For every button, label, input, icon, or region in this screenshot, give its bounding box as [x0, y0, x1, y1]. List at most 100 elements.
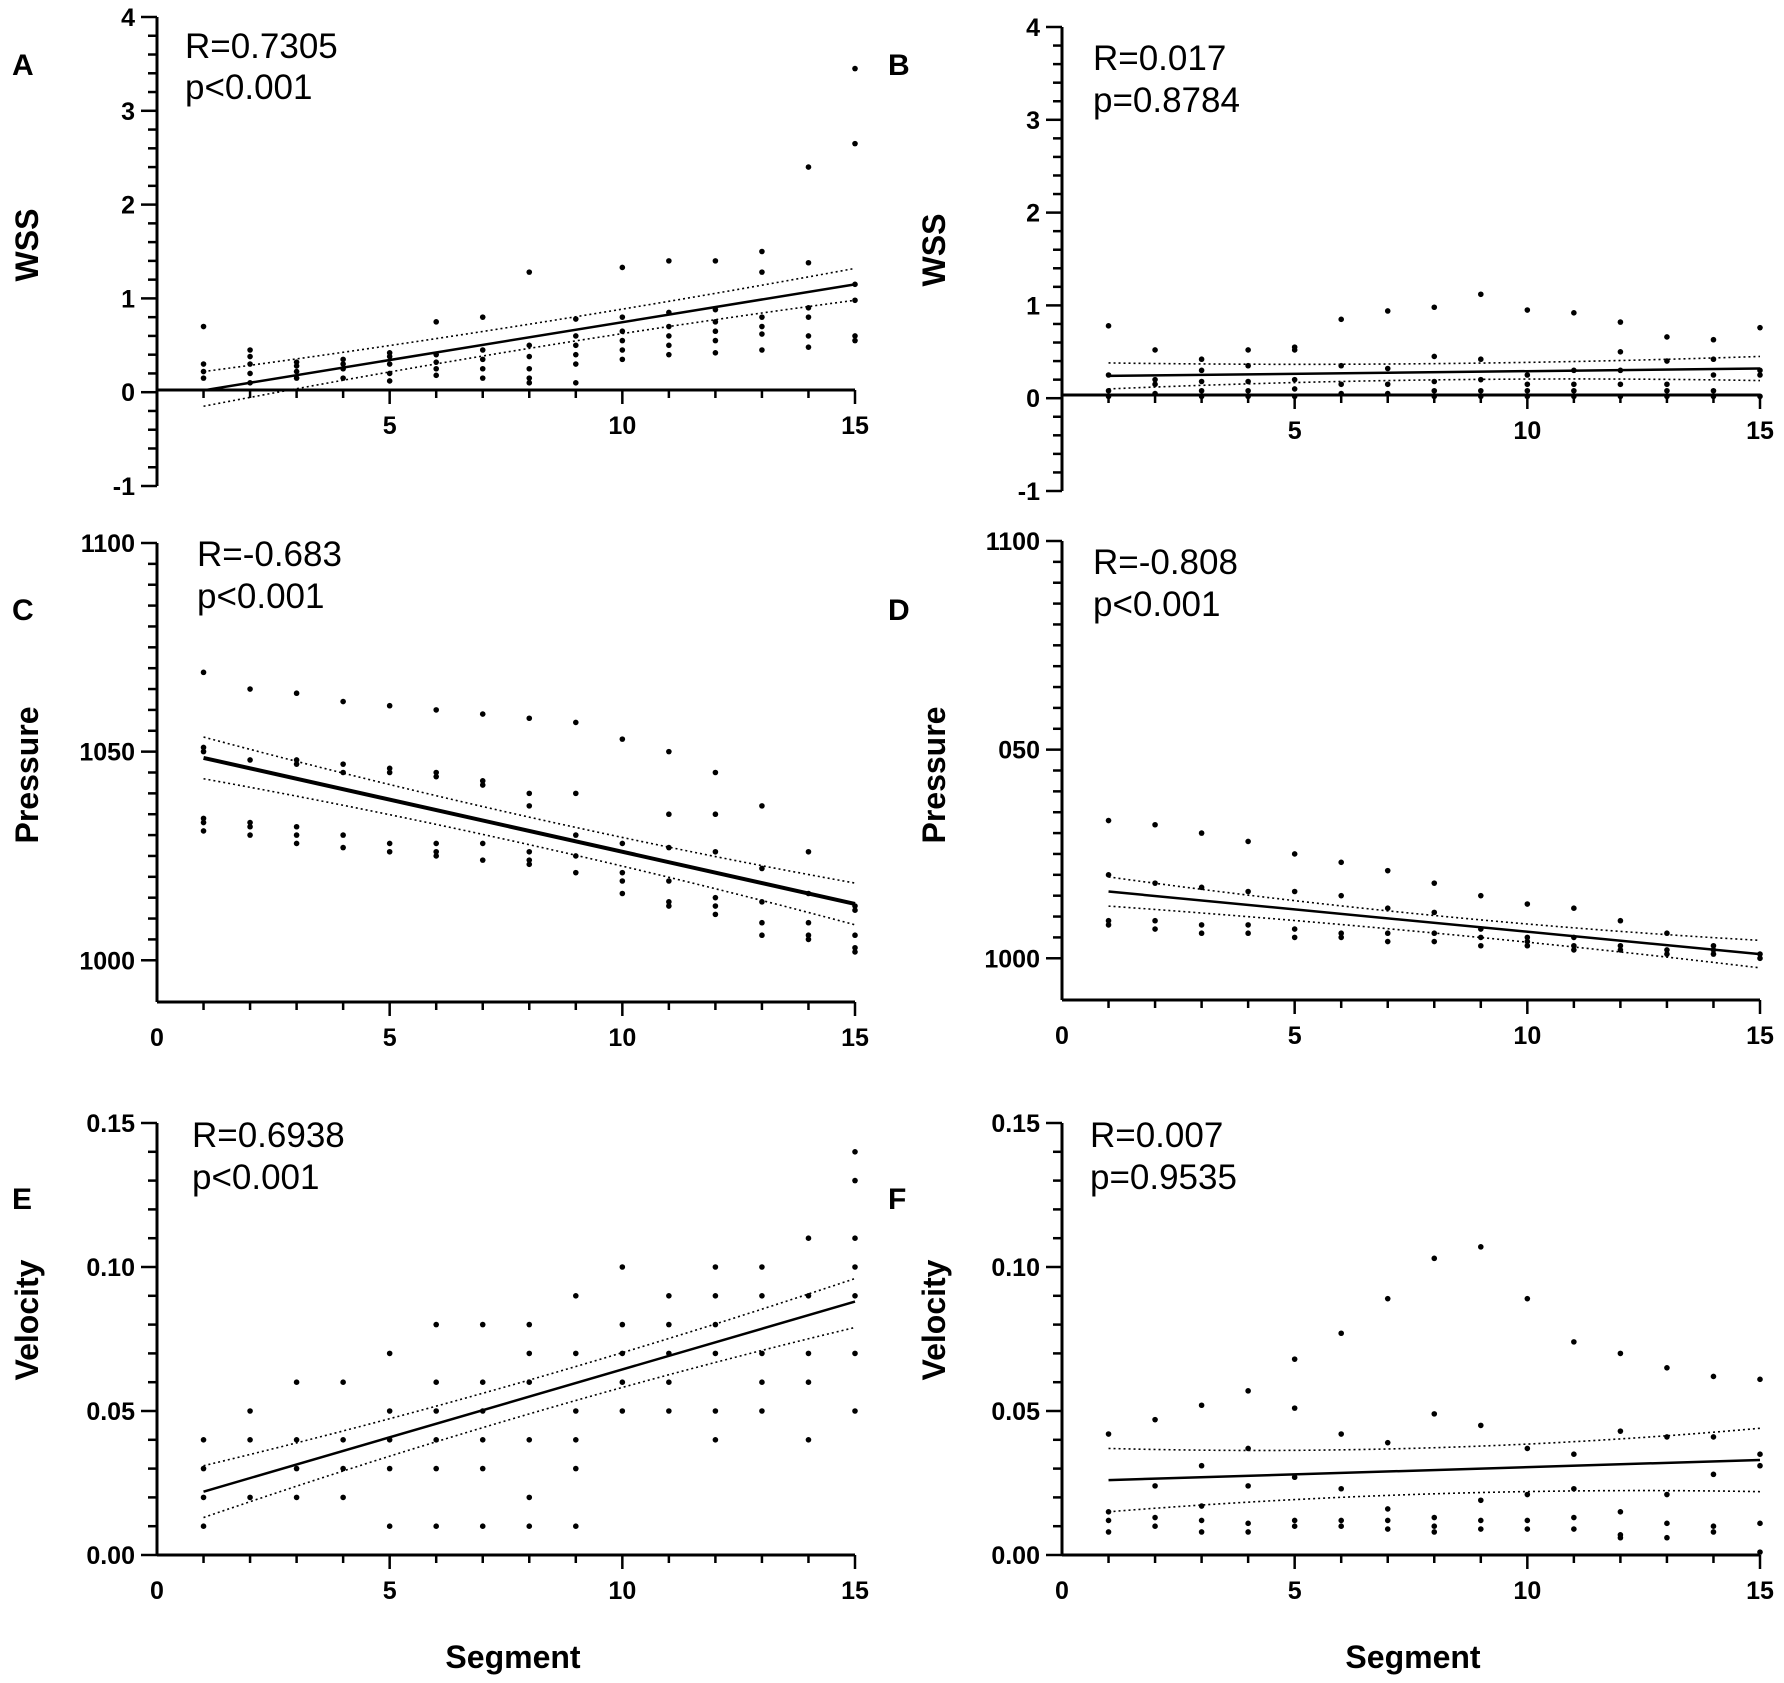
data-point — [666, 342, 672, 349]
data-point — [666, 309, 672, 316]
data-point — [1571, 367, 1577, 374]
y-tick-label: 2 — [121, 192, 135, 220]
data-point — [340, 375, 346, 381]
data-point — [1291, 1517, 1298, 1524]
data-point — [526, 380, 533, 386]
data-point — [1617, 319, 1624, 325]
data-point — [573, 1293, 579, 1299]
y-tick-label: 0.05 — [991, 1398, 1040, 1426]
data-point — [666, 1408, 672, 1414]
data-point — [712, 769, 719, 776]
data-point — [293, 823, 300, 830]
data-point — [712, 1408, 719, 1414]
data-point — [526, 857, 533, 863]
data-point — [852, 1350, 858, 1357]
data-point — [1431, 353, 1438, 360]
y-tick-label: 1100 — [986, 528, 1040, 556]
data-point — [479, 347, 486, 353]
data-point — [1245, 930, 1251, 937]
data-point — [759, 314, 765, 320]
data-point — [200, 1437, 207, 1443]
data-point — [805, 1293, 812, 1299]
data-point — [759, 932, 765, 939]
data-point — [1291, 851, 1298, 857]
data-point — [1291, 393, 1298, 400]
data-point — [386, 1350, 393, 1357]
data-point — [1105, 817, 1112, 824]
data-point — [1431, 880, 1438, 886]
data-point — [293, 757, 300, 763]
data-point — [479, 1437, 486, 1443]
data-point — [1198, 356, 1205, 363]
data-point — [1524, 1445, 1531, 1452]
data-point — [479, 365, 486, 372]
data-point — [805, 314, 812, 320]
data-point — [433, 1408, 440, 1414]
data-point — [573, 1437, 579, 1443]
data-point — [1524, 938, 1531, 945]
data-point — [1571, 1526, 1577, 1532]
data-point — [619, 314, 626, 320]
data-point — [1198, 922, 1205, 928]
data-point — [852, 337, 858, 344]
data-point — [479, 356, 486, 363]
panel-letter: E — [12, 1183, 32, 1216]
data-point — [666, 1321, 672, 1328]
y-axis-label: Pressure — [916, 707, 952, 844]
data-point — [247, 380, 253, 386]
data-point — [805, 1350, 812, 1357]
data-point — [247, 347, 253, 353]
data-point — [526, 342, 533, 349]
data-point — [200, 669, 207, 676]
data-point — [666, 258, 672, 264]
regression-line — [1108, 367, 1761, 378]
panel-e: 0.00 0.05 0.10 0.15 0 5 10 15 E Velocity R=0.6938p… — [9, 1110, 869, 1675]
data-point — [1710, 951, 1717, 957]
y-tick-label: 1 — [121, 285, 135, 313]
data-point — [1245, 387, 1251, 394]
data-point — [1664, 947, 1670, 953]
data-point — [526, 848, 533, 855]
stat-p-value: p=0.8784 — [1093, 81, 1240, 120]
data-point — [759, 1408, 765, 1414]
data-point — [1105, 872, 1112, 878]
data-point — [433, 319, 440, 325]
x-tick-label: 0 — [150, 1577, 164, 1605]
data-point — [1152, 880, 1158, 886]
data-point — [340, 1465, 346, 1472]
data-point — [1245, 1483, 1251, 1489]
data-point — [526, 375, 533, 381]
data-point — [433, 1437, 440, 1443]
data-point — [1152, 821, 1158, 828]
ci-upper-curve — [203, 267, 856, 373]
y-tick-label: 0.15 — [991, 1110, 1040, 1138]
data-point — [340, 832, 346, 838]
data-point — [433, 1523, 440, 1529]
data-point — [247, 1408, 253, 1414]
data-point — [852, 1235, 858, 1241]
data-point — [1245, 1529, 1251, 1535]
y-tick-label: 2 — [1026, 200, 1040, 228]
data-point — [1291, 347, 1298, 353]
data-point — [1664, 1491, 1670, 1498]
data-point — [200, 368, 207, 375]
y-axis-label: WSS — [916, 214, 952, 287]
data-point — [1478, 376, 1484, 383]
data-point — [340, 698, 346, 705]
data-point — [1338, 934, 1344, 941]
panel-letter: A — [12, 49, 34, 82]
data-point — [1478, 934, 1484, 941]
data-point — [1431, 938, 1438, 945]
data-point — [1338, 892, 1344, 899]
data-point — [200, 748, 207, 755]
data-point — [1524, 387, 1531, 394]
data-point — [712, 258, 719, 264]
y-tick-label: 0.10 — [991, 1254, 1040, 1282]
data-point — [433, 359, 440, 365]
data-point — [1105, 917, 1112, 924]
data-point — [712, 1264, 719, 1270]
data-point — [1384, 1506, 1391, 1512]
data-point — [1338, 381, 1344, 388]
regression-line — [203, 1300, 856, 1493]
data-point — [666, 811, 672, 818]
